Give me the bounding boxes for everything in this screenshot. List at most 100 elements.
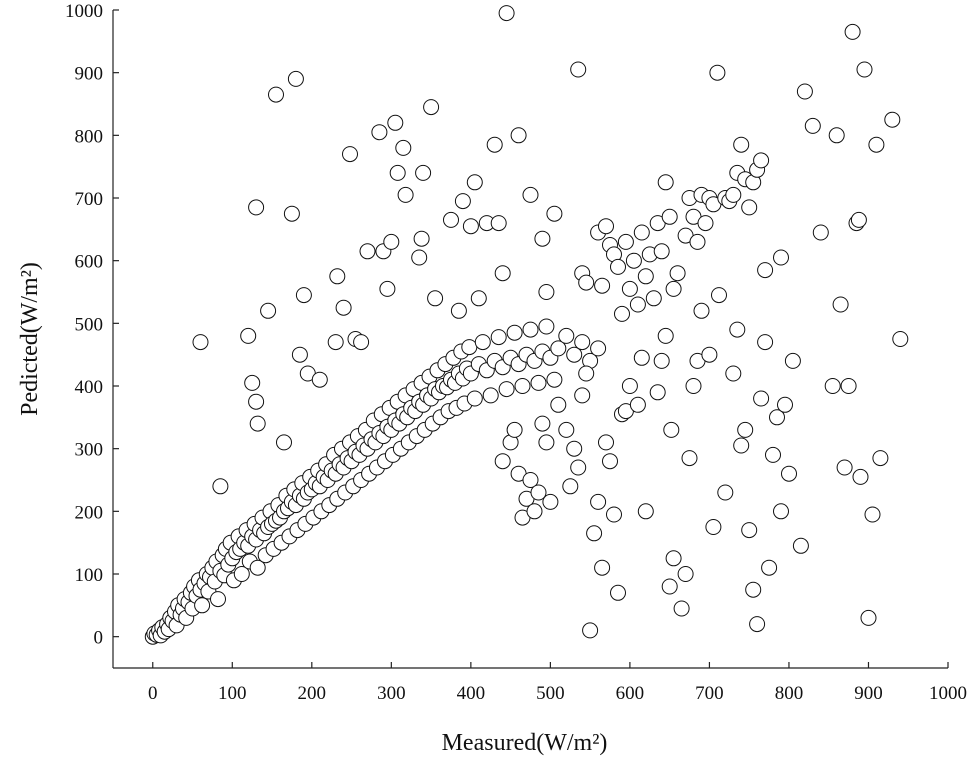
data-point: [649, 384, 666, 401]
x-axis-label: Measured(W/m²): [442, 730, 608, 756]
data-point: [550, 340, 567, 357]
data-point: [729, 321, 746, 338]
x-tick-label: 300: [377, 683, 406, 704]
data-point: [194, 597, 211, 614]
data-point: [462, 218, 479, 235]
data-point: [741, 522, 758, 539]
y-axis-label: Pedicted(W/m²): [17, 262, 43, 416]
data-point: [614, 305, 630, 322]
data-point: [590, 340, 607, 357]
data-point: [522, 186, 539, 203]
data-point: [733, 437, 750, 454]
y-tick-label: 100: [75, 565, 104, 586]
data-point: [633, 349, 650, 366]
data-point: [749, 616, 766, 633]
data-point: [534, 415, 551, 432]
data-point: [538, 434, 555, 451]
data-point: [506, 421, 523, 438]
data-point: [864, 506, 881, 523]
data-point: [530, 484, 547, 501]
data-point: [192, 334, 209, 351]
data-point: [498, 5, 515, 22]
data-point: [665, 280, 682, 297]
x-tick-label: 0: [148, 683, 158, 704]
data-point: [594, 559, 611, 576]
data-point: [240, 327, 257, 344]
x-tick-label: 100: [218, 683, 247, 704]
data-point: [860, 609, 877, 626]
data-point: [466, 390, 483, 407]
data-point: [379, 280, 396, 297]
data-point: [538, 318, 555, 335]
y-tick-label: 800: [75, 126, 104, 147]
data-point: [353, 334, 370, 351]
data-point: [868, 136, 885, 153]
data-point: [470, 290, 487, 307]
data-point: [804, 117, 821, 134]
data-point: [283, 205, 300, 222]
data-point: [562, 478, 579, 495]
data-point: [761, 559, 778, 576]
x-tick-label: 400: [457, 683, 486, 704]
data-point: [745, 581, 762, 598]
data-point: [844, 23, 861, 40]
data-point: [558, 327, 575, 344]
data-point: [701, 346, 718, 363]
data-point: [248, 393, 265, 410]
data-point: [287, 70, 304, 87]
data-point: [657, 174, 674, 191]
data-point: [693, 302, 710, 319]
data-point: [629, 396, 646, 413]
data-point: [836, 459, 853, 476]
data-point: [773, 249, 789, 266]
data-point: [383, 233, 400, 250]
data-point: [765, 446, 781, 463]
data-point: [598, 218, 614, 235]
x-tick-label: 200: [298, 683, 327, 704]
data-point: [610, 258, 626, 275]
data-point: [466, 174, 483, 191]
data-point: [594, 277, 611, 294]
x-tick-label: 1000: [929, 683, 967, 704]
y-tick-label: 600: [75, 252, 104, 273]
data-point: [574, 334, 591, 351]
data-point: [411, 249, 428, 266]
data-point: [276, 434, 292, 451]
data-point: [329, 268, 346, 285]
data-point: [249, 415, 266, 432]
data-point: [450, 302, 467, 319]
y-axis-ticks: 0 100 200 300 400 500 600 700 800 900 1000: [65, 1, 119, 649]
data-point: [705, 519, 722, 535]
data-point: [673, 600, 690, 617]
plot-frame: [112, 10, 948, 669]
x-axis-ticks: 0 100 200 300 400 500 600 700 800 900 1000: [148, 662, 967, 704]
y-tick-label: 400: [75, 377, 104, 398]
data-point: [566, 346, 583, 363]
data-point: [486, 136, 503, 153]
data-point: [342, 146, 358, 163]
data-point: [711, 287, 727, 304]
data-point: [423, 99, 440, 116]
data-point: [443, 211, 459, 228]
data-point: [482, 387, 499, 404]
data-point: [872, 450, 889, 467]
data-point: [653, 352, 670, 369]
data-point: [796, 83, 813, 100]
data-point: [566, 440, 583, 457]
data-point: [590, 493, 607, 510]
data-point: [461, 339, 478, 356]
data-point: [717, 484, 734, 501]
data-point: [490, 215, 507, 232]
x-tick-label: 500: [536, 683, 565, 704]
data-point: [530, 374, 547, 391]
y-tick-label: 300: [75, 440, 104, 461]
data-point: [792, 537, 809, 554]
data-point: [645, 290, 662, 307]
x-tick-label: 600: [616, 683, 645, 704]
data-point: [291, 346, 308, 363]
data-point: [617, 233, 634, 250]
data-point: [558, 421, 575, 438]
data-point: [586, 525, 603, 542]
data-point: [427, 290, 444, 307]
